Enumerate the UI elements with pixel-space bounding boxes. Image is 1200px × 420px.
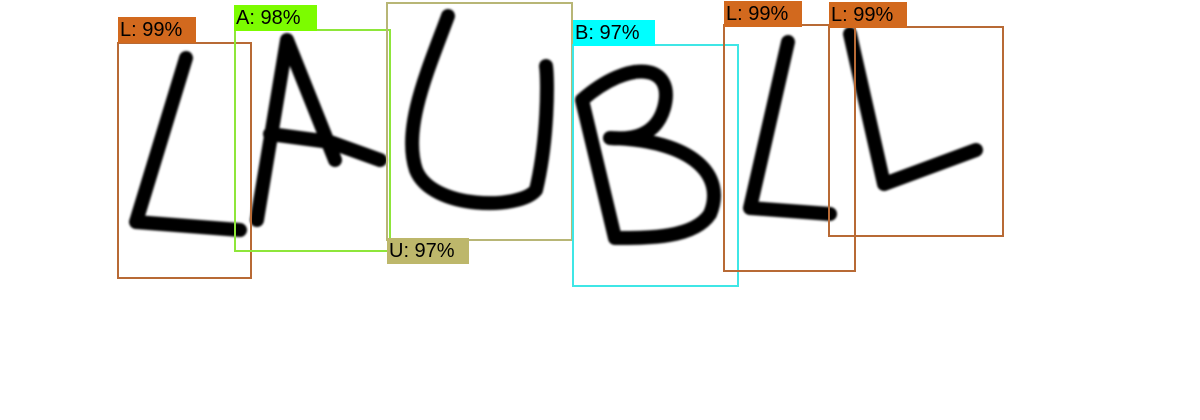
detection-box-l (828, 26, 1004, 237)
glyph-L-2 (743, 35, 837, 221)
detection-box-b (572, 44, 739, 287)
glyph-U (405, 9, 554, 211)
detection-box-l (117, 42, 252, 279)
detection-label-l: L: 99% (118, 17, 196, 43)
glyph-B (575, 64, 721, 245)
detection-label-b: B: 97% (573, 20, 655, 46)
detection-label-a: A: 98% (234, 5, 317, 31)
detection-label-u: U: 97% (387, 238, 469, 264)
glyph-L-1 (129, 51, 247, 237)
glyph-L-3 (843, 27, 983, 191)
glyph-A (250, 33, 387, 227)
detection-label-l: L: 99% (724, 1, 802, 27)
detection-label-l: L: 99% (829, 2, 907, 28)
